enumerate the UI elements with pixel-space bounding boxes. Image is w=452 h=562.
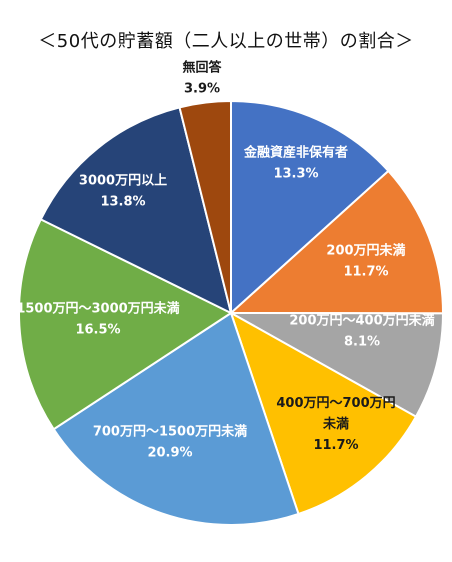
pie-slice-6 (18, 218, 234, 431)
pie-category-label-5: 700万円～1500万円未満 (93, 424, 247, 440)
pie-category-label-8: 無回答 (182, 60, 222, 76)
pie-slice-4 (229, 310, 418, 516)
pie-value-label-8: 3.9% (184, 82, 220, 97)
pie-labels: 金融資産非保有者 13.3% 200万円未満 11.7% 200万円～400万円未満 8.… (16, 60, 434, 461)
pie-value-label-3: 8.1% (344, 335, 380, 350)
chart-title: ＜50代の貯蓄額（二人以上の世帯）の割合＞ (38, 31, 414, 52)
pie-category-label-6: 1500万円～3000万円未満 (16, 301, 179, 317)
pie-category-label-4: 400万円～700万円 (276, 396, 395, 411)
pie-value-label-5: 20.9% (147, 446, 192, 461)
pie-slice-2 (228, 169, 445, 315)
pie-value-label-2: 11.7% (343, 265, 388, 280)
pie-value-label-6: 16.5% (75, 323, 120, 338)
pie-category-label-4: 未満 (322, 416, 349, 432)
pie-value-label-7: 13.8% (100, 195, 145, 210)
pie-slices (18, 99, 445, 526)
pie-category-label-2: 200万円未満 (326, 243, 405, 259)
pie-slice-3 (227, 311, 445, 419)
pie-category-label-1: 金融資産非保有者 (243, 145, 348, 161)
pie-value-label-1: 13.3% (273, 167, 318, 182)
pie-slice-5 (52, 311, 300, 526)
pie-slice-8 (178, 99, 232, 314)
pie-category-label-7: 3000万円以上 (79, 174, 167, 189)
pie-value-label-4: 11.7% (313, 438, 358, 453)
pie-category-label-3: 200万円～400万円未満 (289, 313, 434, 329)
pie-slice-7 (39, 106, 233, 315)
pie-slice-1 (230, 99, 390, 316)
